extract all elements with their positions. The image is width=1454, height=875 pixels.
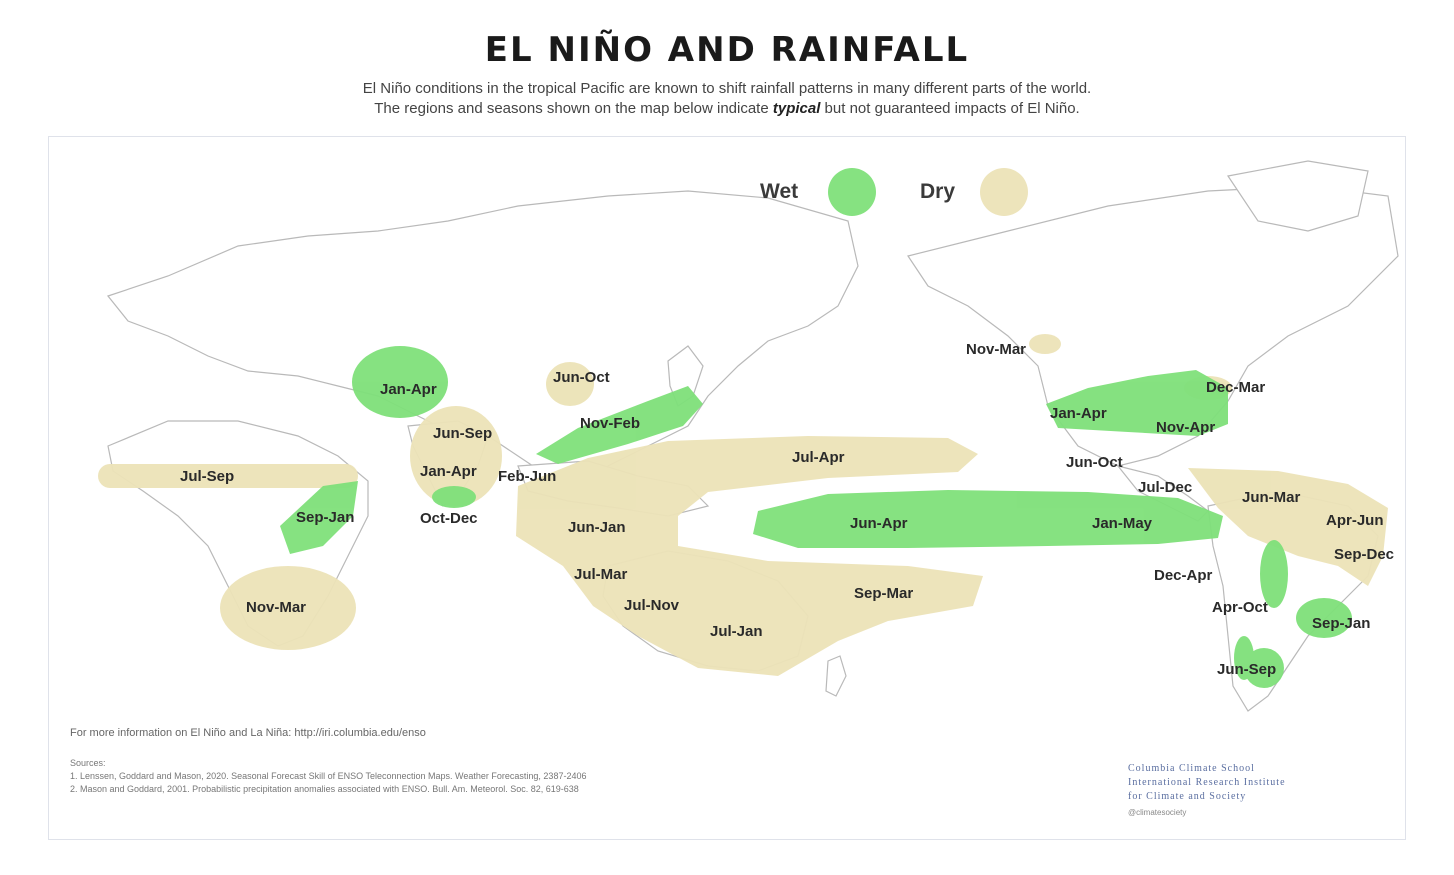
more-info-link-text: For more information on El Niño and La N… [70,727,426,739]
region-label: Oct-Dec [420,510,478,527]
dry-regions [98,334,1388,676]
region-label: Nov-Feb [580,415,640,432]
source-1: 1. Lenssen, Goddard and Mason, 2020. Sea… [70,771,587,781]
subtitle-line-1: El Niño conditions in the tropical Pacif… [362,80,1092,97]
wet-region-southern-usa [1046,370,1228,436]
region-label: Jul-Jan [710,623,763,640]
wet-region-central-pacific [753,490,1223,548]
dry-region-southern-africa [220,566,356,650]
region-label: Sep-Mar [854,585,913,602]
map-title: EL NIÑO AND RAINFALL [484,30,970,70]
columbia-logo: Columbia Climate School International Re… [1128,762,1286,804]
wet-region-sri-lanka [432,486,476,508]
wet-region-northeast-brazil [1260,540,1288,608]
subtitle-line-2-end: but not guaranteed impacts of El Niño. [820,100,1080,117]
region-label: Sep-Jan [1312,615,1370,632]
world-map: Wet Dry Jan-Apr Jun-Oct Nov-Feb Jun-Sep … [98,160,1399,712]
sources: Sources: 1. Lenssen, Goddard and Mason, … [70,757,586,796]
subtitle-line-2: The regions and seasons shown on the map… [0,100,1454,117]
region-label: Jun-Oct [1066,454,1123,471]
region-label: Nov-Mar [246,599,306,616]
region-label: Nov-Mar [966,341,1026,358]
legend-wet-swatch [828,168,876,216]
legend-dry-label: Dry [920,180,955,203]
wet-region-southeast-south-america [1296,598,1352,638]
wet-regions [280,346,1352,688]
region-label: Apr-Oct [1212,599,1268,616]
legend: Wet Dry [760,168,1028,216]
logo-line-2: International Research Institute [1128,777,1286,788]
region-label: Jun-Apr [850,515,908,532]
region-label: Apr-Jun [1326,512,1384,529]
sources-header: Sources: [70,758,106,768]
dry-region-east-asia [546,362,594,406]
dry-region-alaska [1029,334,1061,354]
dry-region-western-pacific [516,436,983,676]
region-label: Jan-May [1092,515,1153,532]
region-label: Jun-Oct [553,369,610,386]
dry-region-sahel [98,464,358,488]
region-labels: Jan-Apr Jun-Oct Nov-Feb Jun-Sep Jan-Apr … [180,341,1394,678]
region-label: Jan-Apr [380,381,437,398]
region-label: Jun-Sep [433,425,492,442]
region-label: Sep-Jan [296,509,354,526]
subtitle-line-2-start: The regions and seasons shown on the map… [374,100,773,117]
region-label: Dec-Mar [1206,379,1265,396]
wet-region-china-japan [536,386,703,464]
dry-region-india [410,406,502,506]
region-label: Nov-Apr [1156,419,1215,436]
region-label: Sep-Dec [1334,546,1394,563]
region-label: Jun-Sep [1217,661,1276,678]
region-label: Feb-Jun [498,468,556,485]
greenland-land [1226,160,1369,232]
subtitle-emphasis: typical [772,100,821,117]
wet-region-argentina [1244,648,1284,688]
region-label: Jan-Apr [1050,405,1107,422]
region-label: Jul-Mar [574,566,628,583]
region-label: Jul-Dec [1138,479,1192,496]
new-zealand-land [825,655,847,697]
region-label: Jan-Apr [420,463,477,480]
region-label: Dec-Apr [1154,567,1213,584]
legend-dry-swatch [980,168,1028,216]
social-handle: @climatesociety [1128,808,1187,817]
dry-region-northern-south-america [1188,468,1388,586]
source-2: 2. Mason and Goddard, 2001. Probabilisti… [70,784,579,794]
region-label: Jul-Sep [180,468,234,485]
wet-region-central-asia [352,346,448,418]
logo-line-3: for Climate and Society [1128,791,1247,802]
legend-wet-label: Wet [760,180,798,203]
region-label: Jul-Nov [624,597,680,614]
wet-region-east-africa [280,481,358,554]
region-label: Jul-Apr [792,449,845,466]
region-label: Jun-Mar [1242,489,1301,506]
logo-line-1: Columbia Climate School [1128,763,1255,774]
region-label: Jun-Jan [568,519,626,536]
